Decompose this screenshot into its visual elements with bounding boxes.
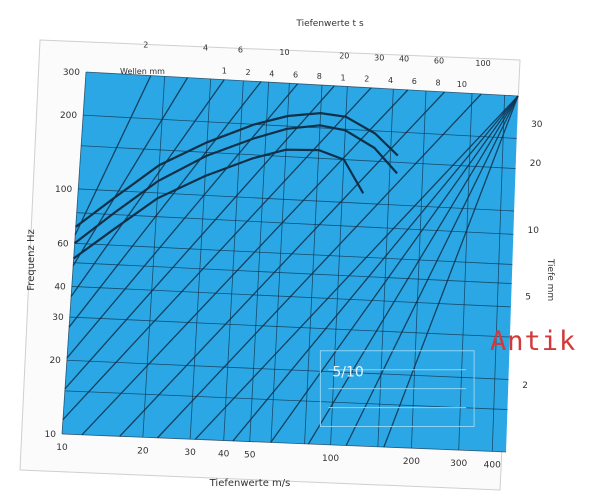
top-row-tick-labels: 1 2 4 6 8 1 2 4 6 8 10 xyxy=(222,67,467,89)
grid-line-h xyxy=(74,242,513,265)
y-axis-label: Frequenz Hz xyxy=(26,229,37,290)
top-tick-label: 60 xyxy=(434,57,444,66)
y-tick-label: 100 xyxy=(55,185,72,195)
top-tick-label: 40 xyxy=(399,55,409,64)
right-tick-label: 2 xyxy=(522,381,528,391)
top-tick-label: 2 xyxy=(143,40,148,49)
grid-line-h xyxy=(81,145,516,169)
y-tick-label: 20 xyxy=(49,356,61,366)
top-row-tick-label: 8 xyxy=(317,72,322,81)
grid-line-h xyxy=(71,286,511,308)
grid-line-v xyxy=(142,76,166,438)
top-row-tick-label: 2 xyxy=(364,75,369,84)
top-row-tick-label: 1 xyxy=(340,73,345,82)
diagonal-line xyxy=(232,95,519,442)
diagonal-line xyxy=(156,93,482,439)
top-row-tick-label: 4 xyxy=(269,69,274,78)
grid-line-v xyxy=(304,85,323,444)
top-row-tick-label: 10 xyxy=(457,80,467,89)
grid-line-v xyxy=(61,71,87,435)
grid-line-h xyxy=(61,433,507,453)
diagonal-line xyxy=(66,83,299,359)
diagonal-line xyxy=(68,81,262,328)
grid-line-v xyxy=(491,95,506,452)
plot-area xyxy=(62,72,518,452)
grid-line-v xyxy=(189,78,212,440)
grid-line-h xyxy=(66,359,509,380)
watermark-text: Antik xyxy=(490,326,577,357)
right-axis-label: Tiefe mm xyxy=(545,258,555,301)
grid-line-v xyxy=(458,93,473,451)
top-tick-label: 30 xyxy=(374,53,384,62)
x-tick-label: 30 xyxy=(184,448,196,458)
diagonal-line xyxy=(270,95,519,443)
top-tick-label: 100 xyxy=(475,59,490,68)
x-tick-label: 200 xyxy=(403,457,420,467)
top-tick-labels: 2 4 6 10 20 30 40 60 100 xyxy=(143,40,490,68)
series-curves xyxy=(72,111,399,260)
y-tick-label: 30 xyxy=(52,313,64,323)
x-tick-label: 300 xyxy=(450,459,467,469)
grid-line-h xyxy=(78,188,515,212)
inset-legend: 5/10 xyxy=(319,350,475,428)
diagonal-line xyxy=(194,95,519,440)
diagonal-line xyxy=(72,77,189,267)
top-row-tick-label: 1 xyxy=(222,67,227,76)
x-tick-label: 400 xyxy=(484,460,501,470)
y-tick-labels: 10 20 30 40 60 100 200 300 xyxy=(45,68,81,440)
y-tick-label: 200 xyxy=(60,111,77,121)
right-tick-label: 20 xyxy=(530,159,542,169)
grid-line-v xyxy=(249,82,270,442)
diagonal-line xyxy=(62,87,372,420)
grid-line-h xyxy=(64,390,508,410)
y-tick-label: 300 xyxy=(63,68,80,78)
x-tick-label: 100 xyxy=(322,454,339,464)
top-tick-label: 6 xyxy=(238,46,243,55)
diagonal-line xyxy=(64,85,335,390)
top-row-label: Wellen mm xyxy=(120,67,165,76)
top-tick-label: 20 xyxy=(339,51,349,60)
right-tick-label: 10 xyxy=(527,226,539,236)
grid-line-v xyxy=(270,83,290,443)
series-line-2 xyxy=(73,124,398,245)
x-axis-label: Tiefenwerte m/s xyxy=(209,478,291,489)
top-axis-label: Tiefenwerte t s xyxy=(295,19,364,29)
grid-line-h xyxy=(73,262,512,284)
diagonal-lines xyxy=(62,75,519,448)
inset-label: 5/10 xyxy=(332,365,363,381)
x-tick-label: 20 xyxy=(137,446,149,456)
diagonal-line xyxy=(74,75,152,236)
grid-line-h xyxy=(76,212,514,235)
grid-line-h xyxy=(85,71,519,97)
series-line-1 xyxy=(75,111,399,228)
diagonal-line xyxy=(345,95,519,446)
top-row-tick-label: 4 xyxy=(388,76,393,85)
y-tick-label: 60 xyxy=(57,239,69,249)
right-tick-label: 5 xyxy=(525,293,531,303)
grid-line-h xyxy=(69,316,510,338)
diagonal-line xyxy=(81,89,409,436)
grid-line-v xyxy=(223,80,244,441)
x-tick-label: 50 xyxy=(244,451,256,461)
grid-line-v xyxy=(330,86,348,445)
right-tick-label: 30 xyxy=(531,120,543,130)
top-row-tick-label: 2 xyxy=(245,68,250,77)
series-line-3 xyxy=(72,148,365,260)
x-tick-label: 10 xyxy=(56,443,68,453)
top-row-tick-label: 6 xyxy=(293,71,298,80)
x-tick-label: 40 xyxy=(218,450,230,460)
top-row-tick-label: 6 xyxy=(412,77,417,86)
right-tick-labels: 2 5 10 20 30 xyxy=(522,120,543,391)
y-tick-label: 10 xyxy=(45,430,57,440)
top-tick-label: 4 xyxy=(203,44,208,53)
diagonal-line xyxy=(307,95,519,445)
top-row-tick-label: 8 xyxy=(436,79,441,88)
top-tick-label: 10 xyxy=(279,48,289,57)
x-tick-labels: 10 20 30 40 50 100 200 300 400 xyxy=(56,443,501,470)
y-tick-label: 40 xyxy=(54,282,66,292)
inset-box xyxy=(319,350,475,428)
